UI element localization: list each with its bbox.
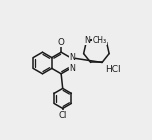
- Text: N: N: [69, 53, 75, 62]
- Text: N: N: [69, 64, 75, 73]
- Text: O: O: [58, 38, 65, 47]
- Text: HCl: HCl: [105, 65, 121, 74]
- Text: N: N: [84, 36, 90, 45]
- Text: Cl: Cl: [59, 111, 67, 120]
- Text: CH₃: CH₃: [92, 36, 106, 45]
